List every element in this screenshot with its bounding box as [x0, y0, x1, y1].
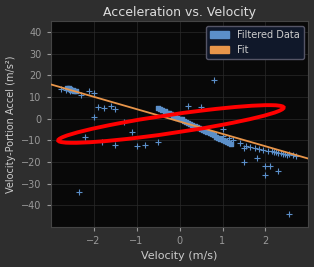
Point — [274, 150, 279, 154]
Point — [69, 87, 74, 92]
Point — [194, 125, 199, 129]
Point — [276, 168, 281, 173]
Point — [229, 142, 234, 146]
Point — [294, 154, 299, 159]
Point — [269, 149, 274, 153]
Point — [160, 108, 165, 112]
Point — [241, 160, 246, 164]
Point — [284, 153, 290, 157]
Point — [68, 89, 73, 94]
Point — [134, 143, 139, 148]
Point — [64, 85, 69, 90]
Point — [226, 141, 231, 145]
Point — [113, 107, 118, 111]
Point — [216, 135, 221, 140]
Point — [171, 113, 176, 118]
Point — [244, 143, 249, 148]
Point — [83, 135, 88, 139]
Point — [162, 109, 167, 113]
Point — [59, 87, 64, 91]
Point — [173, 115, 178, 119]
Title: Acceleration vs. Velocity: Acceleration vs. Velocity — [103, 6, 256, 18]
Point — [91, 91, 96, 95]
Point — [252, 146, 257, 150]
Point — [280, 152, 285, 156]
Point — [287, 152, 292, 156]
Point — [220, 138, 225, 142]
Point — [73, 89, 78, 94]
Point — [276, 151, 281, 155]
Point — [113, 142, 118, 147]
Point — [207, 131, 212, 135]
Point — [267, 164, 272, 168]
Point — [224, 140, 229, 144]
Point — [291, 153, 296, 158]
Point — [121, 120, 126, 124]
Point — [68, 87, 73, 91]
Point — [198, 104, 203, 109]
Point — [177, 116, 182, 121]
Point — [100, 140, 105, 144]
Point — [168, 112, 173, 117]
Point — [181, 118, 186, 123]
Point — [254, 155, 259, 160]
Point — [155, 106, 160, 110]
Point — [198, 127, 203, 131]
Point — [272, 150, 277, 154]
Point — [248, 145, 253, 149]
Point — [205, 130, 210, 134]
Point — [186, 103, 191, 108]
Point — [257, 147, 262, 151]
Point — [201, 128, 206, 132]
Point — [188, 122, 193, 126]
Point — [155, 140, 160, 144]
Point — [130, 129, 135, 134]
Point — [87, 89, 92, 94]
Point — [220, 134, 225, 138]
Point — [263, 173, 268, 177]
Point — [211, 77, 216, 82]
Point — [179, 117, 184, 121]
X-axis label: Velocity (m/s): Velocity (m/s) — [141, 252, 218, 261]
Point — [175, 116, 180, 120]
Point — [190, 123, 195, 127]
Y-axis label: Velocity-Portion Accel (m/s²): Velocity-Portion Accel (m/s²) — [6, 55, 16, 193]
Point — [203, 129, 208, 133]
Point — [209, 132, 214, 136]
Point — [287, 212, 292, 216]
Point — [102, 106, 107, 110]
Point — [237, 141, 242, 146]
Point — [192, 124, 197, 128]
Point — [78, 93, 83, 97]
Point — [211, 133, 216, 138]
Point — [241, 146, 246, 150]
Point — [91, 115, 96, 120]
Point — [66, 86, 71, 91]
Point — [108, 103, 113, 108]
Point — [278, 151, 283, 155]
Point — [220, 127, 225, 132]
Point — [261, 148, 266, 152]
Point — [222, 139, 227, 143]
Point — [143, 142, 148, 147]
Point — [186, 121, 191, 125]
Point — [196, 126, 201, 130]
Point — [265, 148, 270, 153]
Point — [158, 107, 163, 111]
Point — [231, 138, 236, 142]
Point — [166, 111, 171, 116]
Point — [183, 119, 188, 124]
Point — [164, 110, 169, 115]
Point — [70, 88, 75, 92]
Point — [226, 136, 231, 140]
Point — [263, 164, 268, 168]
Point — [218, 137, 223, 141]
Point — [63, 88, 68, 92]
Point — [282, 151, 287, 156]
Legend: Filtered Data, Fit: Filtered Data, Fit — [206, 26, 304, 59]
Point — [214, 134, 219, 139]
Point — [72, 89, 77, 93]
Point — [95, 104, 100, 109]
Point — [76, 190, 81, 194]
